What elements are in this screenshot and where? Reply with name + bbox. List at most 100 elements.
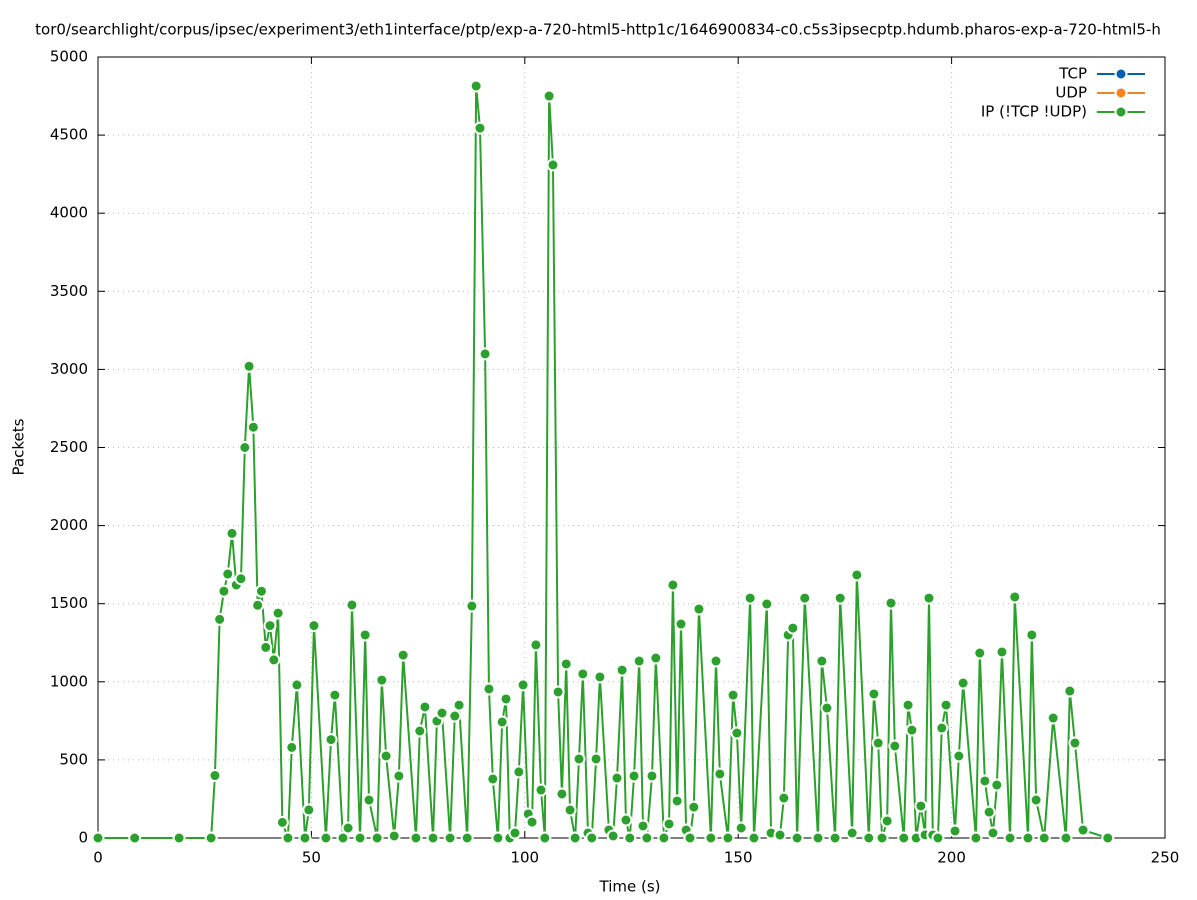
data-point: [542, 89, 556, 103]
data-point: [409, 831, 423, 845]
data-point: [995, 645, 1009, 659]
x-tick-label: 50: [302, 849, 321, 867]
data-point: [473, 121, 487, 135]
data-point: [1063, 684, 1077, 698]
legend-label: UDP: [1055, 84, 1087, 102]
data-point: [555, 787, 569, 801]
y-tick-label: 4000: [50, 204, 88, 222]
data-point: [392, 769, 406, 783]
data-point: [225, 526, 239, 540]
data-point: [615, 663, 629, 677]
data-point: [469, 79, 483, 93]
data-point: [319, 831, 333, 845]
data-point: [820, 701, 834, 715]
data-point: [589, 752, 603, 766]
data-point: [798, 591, 812, 605]
legend-marker: [1114, 86, 1128, 100]
data-point: [486, 772, 500, 786]
data-point: [666, 578, 680, 592]
data-point: [833, 591, 847, 605]
data-point: [324, 733, 338, 747]
data-point: [978, 774, 992, 788]
data-point: [495, 715, 509, 729]
data-point: [512, 765, 526, 779]
data-point: [298, 831, 312, 845]
data-point: [790, 831, 804, 845]
data-point: [482, 682, 496, 696]
data-point: [128, 831, 142, 845]
data-point: [576, 667, 590, 681]
y-tick-label: 4500: [50, 126, 88, 144]
data-point: [263, 619, 277, 633]
data-point: [534, 783, 548, 797]
legend-marker: [1114, 105, 1128, 119]
data-point: [353, 831, 367, 845]
data-point: [743, 591, 757, 605]
data-point: [1076, 823, 1090, 837]
data-point: [914, 799, 928, 813]
data-point: [234, 572, 248, 586]
data-point: [285, 740, 299, 754]
data-point: [435, 706, 449, 720]
data-point: [516, 678, 530, 692]
data-point: [1046, 711, 1060, 725]
data-point: [551, 685, 565, 699]
data-point: [815, 654, 829, 668]
data-point: [897, 831, 911, 845]
x-tick-label: 200: [937, 849, 966, 867]
data-point: [1059, 831, 1073, 845]
legend-label: IP (!TCP !UDP): [981, 103, 1087, 121]
y-tick-label: 1500: [50, 594, 88, 612]
data-point: [345, 598, 359, 612]
data-point: [627, 769, 641, 783]
data-point: [619, 813, 633, 827]
data-point: [901, 698, 915, 712]
data-point: [884, 596, 898, 610]
data-point: [465, 599, 479, 613]
data-point: [645, 769, 659, 783]
chart-title: tor0/searchlight/corpus/ipsec/experiment…: [35, 21, 1161, 39]
data-point: [208, 769, 222, 783]
data-point: [254, 584, 268, 598]
data-point: [259, 640, 273, 654]
x-axis-label: Time (s): [599, 878, 661, 896]
data-point: [238, 441, 252, 454]
data-point: [281, 831, 295, 845]
data-point: [593, 670, 607, 684]
x-tick-label: 150: [724, 849, 753, 867]
data-point: [709, 654, 723, 668]
data-point: [969, 831, 983, 845]
data-point: [426, 831, 440, 845]
data-point: [559, 657, 573, 671]
data-point: [982, 805, 996, 819]
y-tick-label: 500: [59, 750, 88, 768]
legend-marker: [1114, 67, 1128, 81]
data-point: [760, 597, 774, 611]
data-point: [379, 749, 393, 763]
data-point: [845, 826, 859, 840]
x-tick-label: 0: [93, 849, 103, 867]
data-point: [568, 831, 582, 845]
data-point: [204, 831, 218, 845]
data-point: [721, 831, 735, 845]
data-point: [267, 653, 281, 667]
data-point: [640, 831, 654, 845]
data-point: [1037, 831, 1051, 845]
data-point: [221, 567, 235, 581]
data-point: [939, 698, 953, 712]
data-point: [217, 584, 231, 598]
data-point: [358, 628, 372, 642]
data-point: [948, 824, 962, 838]
y-tick-label: 2000: [50, 516, 88, 534]
data-point: [341, 821, 355, 835]
data-point: [623, 831, 637, 845]
data-point: [888, 739, 902, 753]
data-point: [905, 723, 919, 737]
data-point: [460, 831, 474, 845]
data-point: [413, 724, 427, 738]
data-point: [952, 749, 966, 763]
data-point: [242, 359, 256, 373]
data-point: [525, 815, 539, 829]
data-point: [213, 612, 227, 626]
